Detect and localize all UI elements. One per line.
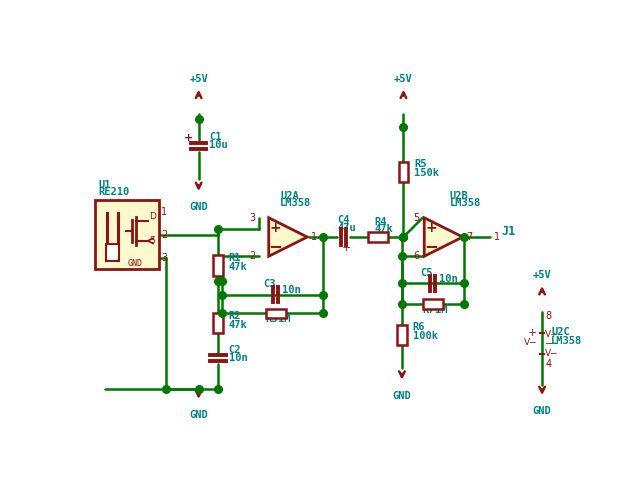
- Text: V−: V−: [545, 349, 559, 358]
- Text: −: −: [269, 237, 283, 255]
- Text: 7: 7: [467, 232, 473, 242]
- Text: GND: GND: [532, 407, 552, 417]
- Text: 47k: 47k: [228, 262, 248, 272]
- Text: R1: R1: [228, 253, 241, 263]
- Bar: [95, 200, 159, 269]
- Text: J1: J1: [501, 226, 515, 239]
- Text: +: +: [528, 328, 538, 338]
- Text: +5V: +5V: [394, 74, 413, 84]
- Bar: [266, 309, 285, 318]
- Text: R4: R4: [374, 216, 387, 227]
- Text: 47k: 47k: [228, 320, 248, 330]
- Text: GND: GND: [128, 259, 143, 268]
- Text: S: S: [149, 236, 155, 245]
- Text: GND: GND: [392, 391, 412, 401]
- Text: C2: C2: [228, 345, 241, 355]
- Text: 1M: 1M: [435, 305, 447, 315]
- Bar: [368, 232, 388, 241]
- Text: −: −: [545, 339, 553, 349]
- Text: 3: 3: [250, 213, 255, 223]
- Text: +: +: [342, 243, 351, 253]
- Text: V+: V+: [545, 330, 559, 339]
- Text: 10n: 10n: [228, 353, 248, 363]
- Text: 6: 6: [413, 251, 420, 261]
- Text: V−: V−: [524, 338, 538, 347]
- Bar: [422, 300, 443, 309]
- Text: R6: R6: [413, 322, 425, 332]
- Text: U2C: U2C: [551, 327, 570, 337]
- Text: R5: R5: [414, 159, 427, 169]
- Text: R2: R2: [228, 311, 241, 321]
- Text: −: −: [424, 237, 438, 255]
- Text: RE210: RE210: [99, 187, 130, 197]
- Text: 1: 1: [493, 232, 500, 242]
- Bar: [397, 325, 406, 345]
- Text: D: D: [149, 213, 156, 221]
- Bar: [106, 244, 118, 261]
- Text: 3: 3: [161, 253, 167, 263]
- Text: 47u: 47u: [337, 223, 356, 233]
- Text: +5V: +5V: [189, 74, 208, 84]
- Bar: [399, 162, 408, 181]
- Text: LM358: LM358: [551, 336, 582, 346]
- Text: +: +: [184, 133, 193, 144]
- Text: 100k: 100k: [413, 331, 438, 341]
- Text: 8: 8: [545, 311, 551, 321]
- Text: U2A: U2A: [280, 191, 299, 201]
- Text: 10n: 10n: [439, 274, 458, 284]
- Text: 47k: 47k: [374, 224, 393, 234]
- Text: U2B: U2B: [450, 191, 468, 201]
- Text: LM358: LM358: [450, 198, 481, 208]
- Text: 1: 1: [311, 232, 317, 242]
- Text: GND: GND: [189, 203, 208, 212]
- Text: LM358: LM358: [280, 198, 312, 208]
- Text: GND: GND: [189, 410, 208, 420]
- Text: +5V: +5V: [532, 270, 552, 280]
- Bar: [213, 255, 223, 276]
- Bar: [213, 313, 223, 333]
- Text: U1: U1: [99, 180, 111, 190]
- Text: C4: C4: [337, 215, 349, 225]
- Text: 1: 1: [161, 206, 167, 216]
- Text: 2: 2: [250, 251, 255, 261]
- Text: 1M: 1M: [278, 314, 291, 324]
- Polygon shape: [424, 218, 463, 256]
- Text: 10u: 10u: [209, 141, 228, 150]
- Text: 10n: 10n: [282, 285, 301, 295]
- Text: 4: 4: [545, 359, 551, 369]
- Polygon shape: [269, 218, 307, 256]
- Text: R3: R3: [266, 314, 278, 324]
- Text: 2: 2: [161, 230, 167, 240]
- Text: C3: C3: [263, 279, 276, 289]
- Text: 150k: 150k: [414, 168, 439, 178]
- Text: 5: 5: [413, 213, 420, 223]
- Text: R7: R7: [422, 305, 435, 315]
- Text: C5: C5: [420, 267, 433, 277]
- Text: +: +: [426, 221, 437, 235]
- Text: +: +: [270, 221, 282, 235]
- Text: C1: C1: [209, 132, 222, 142]
